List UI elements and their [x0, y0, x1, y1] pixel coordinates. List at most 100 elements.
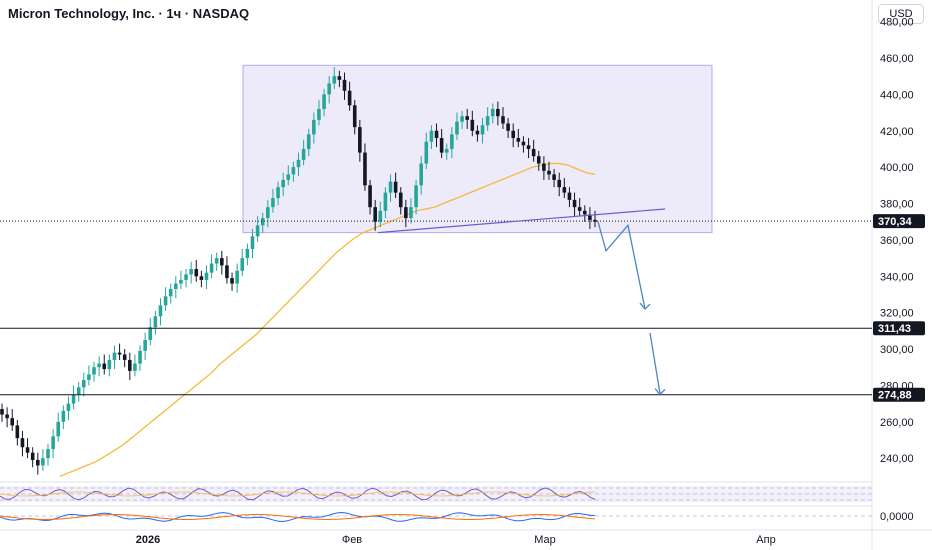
arrow-head — [639, 302, 651, 310]
candle-body — [327, 83, 331, 95]
y-tick-label: 420,00 — [880, 126, 914, 138]
candle-body — [112, 352, 117, 360]
candle-body — [404, 207, 408, 219]
candle-body — [496, 108, 500, 117]
candle-body — [301, 148, 306, 160]
candle-body — [276, 187, 280, 199]
y-tick-label: 460,00 — [880, 53, 914, 65]
price-label-bg — [873, 387, 925, 402]
candle-body — [250, 236, 255, 249]
x-tick-label: Мар — [534, 534, 556, 546]
candle-body — [531, 148, 536, 157]
candle-body — [30, 452, 35, 460]
candle-body — [562, 187, 567, 193]
candle-body — [347, 90, 352, 106]
moving-average — [59, 162, 596, 478]
candle-body — [128, 359, 132, 371]
candle-body — [204, 272, 209, 280]
candle-body — [174, 283, 178, 290]
candle-body — [122, 354, 127, 360]
candle-body — [455, 121, 459, 135]
candle-body — [332, 76, 337, 84]
candle-body — [434, 130, 439, 139]
x-tick-label: Апр — [756, 534, 775, 546]
candle-body — [450, 134, 454, 149]
candle-body — [266, 207, 270, 219]
candle-body — [465, 116, 469, 120]
candle-body — [61, 410, 66, 422]
candle-body — [557, 179, 562, 188]
chart-title: Micron Technology, Inc. · 1ч · NASDAQ — [8, 6, 250, 21]
candle-body — [429, 130, 434, 142]
candle-body — [419, 163, 423, 186]
price-label: 311,43 — [878, 323, 911, 335]
candle-body — [25, 447, 30, 453]
candle-body — [51, 436, 55, 450]
candle-body — [184, 274, 188, 280]
candle-body — [378, 210, 383, 222]
candle-body — [107, 359, 112, 370]
projection-arrow — [597, 221, 646, 310]
candle-body — [133, 363, 137, 371]
candle-body — [71, 394, 76, 404]
indicators: 0,0000 — [0, 486, 914, 523]
candle-body — [296, 159, 301, 168]
candle-body — [552, 174, 556, 180]
rsi-line — [0, 487, 596, 501]
moving-average-line — [59, 162, 596, 478]
candle-body — [102, 363, 107, 370]
candle-body — [414, 185, 418, 208]
candle-body — [235, 270, 239, 284]
candle-body — [317, 108, 321, 120]
candle-body — [516, 138, 521, 142]
candle-body — [409, 207, 413, 219]
horizontal-lines — [0, 220, 872, 396]
rsi-ma-line — [0, 491, 596, 497]
price-labels: 370,34 311,43 274,88 — [873, 214, 925, 402]
candle-body — [480, 125, 485, 135]
candle-body — [383, 192, 388, 211]
candle-body — [255, 225, 260, 237]
currency-selector[interactable]: USD — [878, 4, 924, 24]
candle-body — [230, 278, 234, 284]
candle-body — [163, 296, 168, 306]
price-label: 274,88 — [878, 390, 912, 402]
arrow-head — [654, 388, 666, 396]
candle-body — [194, 269, 199, 277]
candle-body — [572, 199, 577, 208]
candle-body — [245, 249, 250, 259]
candle-body — [117, 352, 122, 355]
x-tick-label: 2026 — [136, 534, 160, 546]
y-tick-label: 260,00 — [880, 417, 914, 429]
candle-body — [352, 105, 357, 128]
candle-body — [209, 263, 214, 273]
candle-body — [240, 258, 245, 271]
macd-signal-line — [0, 513, 596, 521]
candle-body — [485, 116, 490, 126]
candle-body — [271, 198, 275, 208]
range-rectangle — [242, 64, 713, 234]
candle-body — [577, 207, 582, 211]
candle-body — [506, 123, 510, 131]
candle-body — [475, 130, 480, 135]
candle-body — [15, 425, 20, 439]
candle-body — [168, 289, 173, 297]
y-tick-label: 240,00 — [880, 453, 914, 465]
macd-zero-label: 0,0000 — [880, 511, 914, 523]
y-tick-label: 300,00 — [880, 344, 914, 356]
candle-body — [358, 127, 362, 153]
time-axis: 2026 Фев Мар Апр — [136, 534, 776, 546]
y-tick-label: 400,00 — [880, 162, 914, 174]
x-tick-label: Фев — [342, 534, 362, 546]
candle-body — [393, 181, 398, 193]
candle-body — [10, 418, 15, 426]
candle-body — [143, 339, 147, 351]
candle-body — [286, 174, 291, 180]
candle-body — [368, 185, 372, 208]
y-tick-label: 480,00 — [880, 17, 914, 29]
y-tick-label: 440,00 — [880, 89, 914, 101]
candle-body — [97, 363, 101, 368]
candle-body — [199, 276, 204, 280]
